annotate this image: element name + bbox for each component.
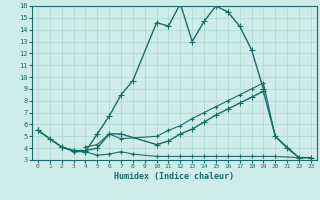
- X-axis label: Humidex (Indice chaleur): Humidex (Indice chaleur): [115, 172, 234, 181]
